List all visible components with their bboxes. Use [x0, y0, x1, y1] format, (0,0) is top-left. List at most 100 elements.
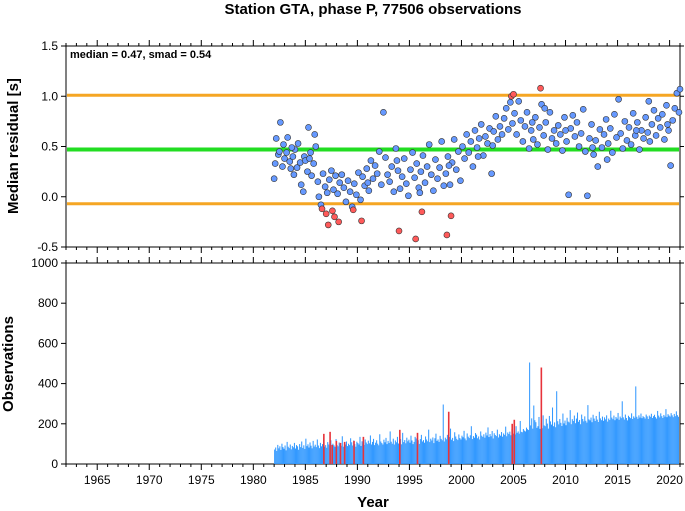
- x-tick-label: 2000: [448, 473, 475, 487]
- residual-point: [498, 131, 506, 138]
- observation-bar: [617, 412, 619, 464]
- observation-bar: [306, 446, 308, 464]
- outlier-point: [335, 218, 342, 226]
- residual-point: [363, 165, 371, 172]
- residual-point: [283, 149, 290, 156]
- observation-bar: [451, 439, 453, 464]
- observation-bar: [667, 414, 669, 464]
- residual-point: [332, 172, 339, 179]
- observation-bar: [556, 391, 558, 464]
- observation-bar: [286, 441, 288, 464]
- observation-bar: [391, 443, 393, 464]
- residual-point: [425, 141, 433, 148]
- observation-bar: [640, 413, 642, 464]
- residual-point: [382, 154, 389, 161]
- residual-point: [525, 145, 533, 152]
- residual-y-ticks: -0.5 0.0 0.5 1.0 1.5: [37, 39, 684, 254]
- observation-bar: [318, 448, 320, 464]
- observation-bar: [510, 435, 512, 464]
- observation-bar: [623, 419, 625, 464]
- outlier-observation-bar: [513, 419, 516, 464]
- observation-bar: [537, 426, 539, 464]
- observation-bar: [482, 436, 484, 464]
- residual-point: [571, 133, 579, 140]
- x-tick-label: 1970: [136, 473, 163, 487]
- outlier-point: [324, 221, 332, 229]
- observation-bar: [445, 439, 447, 464]
- residual-point: [623, 137, 631, 144]
- residual-point: [427, 171, 435, 178]
- observation-bar: [588, 419, 590, 464]
- residual-point: [423, 163, 431, 170]
- observation-bar: [325, 445, 327, 464]
- observation-bar: [592, 414, 594, 464]
- observation-bar: [641, 418, 643, 464]
- observation-bar: [546, 423, 548, 464]
- x-tick-label: 1975: [188, 473, 215, 487]
- residual-point: [541, 105, 549, 112]
- residual-point: [669, 117, 677, 124]
- residual-point: [584, 192, 591, 200]
- residual-point: [473, 144, 481, 151]
- residual-point: [384, 171, 391, 178]
- residual-point: [286, 158, 294, 165]
- observation-bar: [350, 438, 352, 464]
- observation-bar: [349, 445, 351, 464]
- observation-bar: [312, 440, 314, 464]
- residual-point: [665, 127, 672, 134]
- residual-point: [371, 162, 379, 169]
- observation-bar: [495, 436, 497, 464]
- observation-bar: [601, 416, 603, 464]
- residual-point: [407, 166, 414, 173]
- observation-bar: [315, 447, 317, 464]
- observation-bar: [534, 420, 536, 464]
- residual-point: [315, 193, 323, 201]
- observation-bar: [365, 442, 367, 464]
- residual-point: [432, 156, 439, 163]
- residual-point: [355, 169, 362, 176]
- residual-point: [552, 140, 560, 147]
- observation-bar: [602, 420, 605, 464]
- observation-bar: [409, 442, 411, 464]
- observation-bar: [337, 446, 339, 464]
- residual-point: [380, 109, 387, 116]
- observation-bar: [644, 418, 646, 464]
- median-smad-annotation: median = 0.47, smad = 0.54: [70, 49, 212, 61]
- outlier-point: [318, 205, 326, 213]
- observation-bar: [287, 446, 289, 464]
- observation-bar: [383, 439, 385, 464]
- observation-bar: [675, 411, 677, 464]
- residual-point: [304, 168, 311, 175]
- observation-bar: [393, 444, 395, 464]
- residual-point: [515, 97, 522, 105]
- residual-point: [440, 182, 448, 189]
- observation-bar: [462, 437, 464, 464]
- residual-point: [442, 170, 450, 177]
- observation-bar: [387, 440, 389, 464]
- observation-bar: [565, 425, 567, 464]
- residual-point: [323, 189, 331, 197]
- observation-bar: [507, 432, 509, 464]
- observation-bar: [455, 436, 457, 464]
- residual-point: [528, 119, 536, 126]
- residual-point: [652, 132, 660, 139]
- observation-bar: [567, 421, 569, 464]
- residual-point: [654, 115, 662, 122]
- observation-bar: [469, 435, 471, 464]
- observation-bar: [517, 431, 519, 464]
- observation-bar: [437, 439, 439, 464]
- observation-bar: [580, 424, 582, 464]
- observation-bar: [385, 437, 387, 464]
- residual-point: [288, 144, 296, 151]
- observation-bar: [502, 436, 504, 464]
- observation-bar: [436, 440, 438, 464]
- observation-bar: [637, 418, 639, 464]
- outlier-observation-bar: [362, 436, 365, 464]
- residual-point: [477, 121, 485, 128]
- observation-bar: [616, 418, 618, 464]
- residual-point: [373, 170, 381, 177]
- observation-bar: [509, 431, 511, 464]
- residual-point: [561, 114, 568, 121]
- observation-bars: [274, 362, 679, 464]
